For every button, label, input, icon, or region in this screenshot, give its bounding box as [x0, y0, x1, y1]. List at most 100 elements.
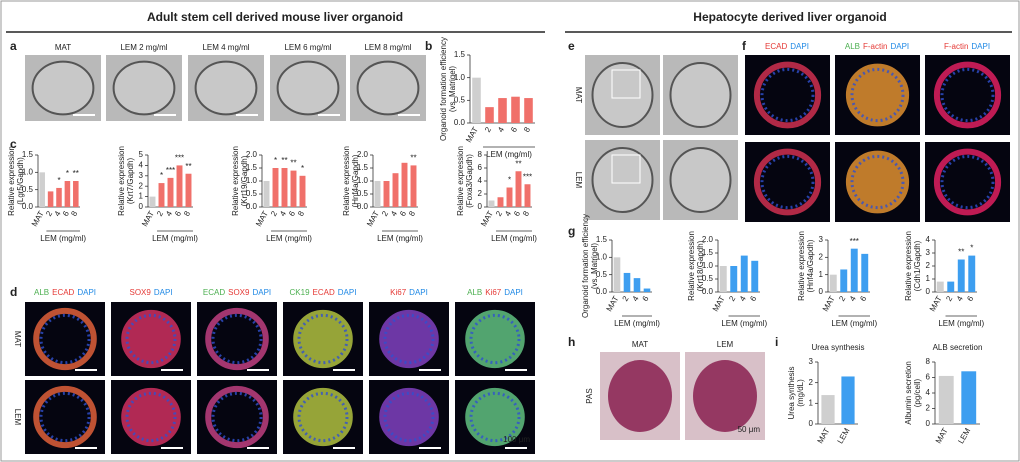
- stain-label: ALB ECAD DAPI: [34, 288, 96, 297]
- significance: **: [281, 156, 287, 165]
- x-tick-label: MAT: [928, 294, 944, 313]
- y-axis-label: (vs. Matrigel): [448, 66, 457, 113]
- organoid: [591, 147, 654, 213]
- x-axis-label: LEM (mg/ml): [491, 234, 537, 243]
- organoid: [276, 60, 340, 116]
- bar: [961, 371, 977, 424]
- stain-label: F-actin DAPI: [944, 42, 990, 51]
- y-tick-label: 0: [478, 202, 483, 211]
- y-tick-label: 1.0: [596, 252, 608, 261]
- bar: [947, 281, 955, 292]
- organoid: [293, 387, 353, 447]
- nuclei: [850, 154, 905, 210]
- x-tick-label: 2: [837, 294, 847, 303]
- x-tick-label: 6: [641, 294, 651, 303]
- x-tick-label: 8: [69, 209, 79, 218]
- nuclei: [125, 391, 177, 443]
- x-tick-label: 8: [407, 209, 417, 218]
- chart-title: Urea synthesis: [812, 343, 865, 352]
- bar: [158, 183, 165, 207]
- x-tick-label: 6: [287, 209, 297, 218]
- significance: *: [160, 171, 163, 180]
- bar: [498, 98, 507, 123]
- y-tick-label: 5: [139, 150, 144, 159]
- zoom-box: [611, 69, 641, 99]
- x-tick-label: LEM: [956, 426, 972, 445]
- bar: [485, 107, 494, 123]
- bar: [643, 288, 651, 292]
- y-tick-label: 2: [926, 261, 931, 270]
- bar: [511, 96, 520, 123]
- y-axis-label: Urea synthesis: [787, 367, 796, 420]
- stain-word: ECAD: [313, 288, 335, 297]
- x-tick-label: 4: [496, 125, 506, 134]
- y-tick-label: 1: [926, 274, 931, 283]
- stain-word: CK19: [290, 288, 311, 297]
- y-tick-label: 2: [926, 404, 931, 413]
- y-axis-label: (Krt7/Gapdh): [126, 158, 135, 205]
- y-tick-label: 2: [819, 252, 824, 261]
- x-tick-label: 2: [44, 209, 54, 218]
- image-caption: LEM 8 mg/ml: [364, 43, 411, 52]
- nuclei: [211, 391, 263, 443]
- y-tick-label: 0.5: [454, 95, 466, 104]
- x-tick-label: 8: [296, 209, 306, 218]
- x-tick-label: 2: [269, 209, 279, 218]
- header-left: Adult stem cell derived mouse liver orga…: [147, 10, 403, 24]
- x-tick-label: MAT: [605, 294, 621, 313]
- y-tick-label: 0: [139, 202, 144, 211]
- y-axis-label: Relative expression: [456, 146, 465, 216]
- y-tick-label: 0.5: [596, 270, 608, 279]
- x-tick-label: 4: [278, 209, 288, 218]
- organoid: [356, 60, 420, 116]
- stain-label: ECAD DAPI: [765, 42, 809, 51]
- nuclei: [383, 313, 435, 365]
- significance: **: [410, 154, 416, 163]
- row-label: MAT: [13, 331, 22, 347]
- bar: [299, 175, 306, 207]
- organoid: [121, 309, 181, 369]
- y-axis-label: Organoid formation efficiency: [581, 214, 590, 318]
- bar: [633, 278, 641, 292]
- y-axis-label: Relative expression: [7, 146, 16, 216]
- y-tick-label: 4: [926, 388, 931, 397]
- bar: [383, 181, 390, 207]
- x-tick-label: MAT: [711, 294, 727, 313]
- organoid: [845, 63, 910, 127]
- x-tick-label: 2: [621, 294, 631, 303]
- x-tick-label: MAT: [254, 209, 270, 228]
- stain-word: ECAD: [203, 288, 225, 297]
- y-axis-label: (pg/cell): [913, 378, 922, 407]
- stain-word: ECAD: [52, 288, 74, 297]
- y-tick-label: 2: [139, 181, 144, 190]
- image-caption: MAT: [55, 43, 71, 52]
- stain-label: CK19 ECAD DAPI: [290, 288, 357, 297]
- significance: **: [185, 162, 191, 171]
- y-tick-label: 0.5: [246, 189, 258, 198]
- bar: [374, 181, 381, 207]
- significance: *: [57, 176, 60, 185]
- x-tick-label: 6: [398, 209, 408, 218]
- x-tick-label: MAT: [365, 209, 381, 228]
- y-tick-label: 3: [926, 248, 931, 257]
- panel-label: e: [568, 39, 575, 53]
- bar: [719, 266, 727, 292]
- image-caption: LEM 4 mg/ml: [202, 43, 249, 52]
- bar: [410, 165, 417, 207]
- stain-word: DAPI: [338, 288, 357, 297]
- x-axis-label: LEM (mg/ml): [614, 319, 660, 328]
- y-axis-label: (Krt19/Gapdh): [240, 155, 249, 206]
- organoid: [669, 147, 732, 213]
- x-tick-label: 6: [61, 209, 71, 218]
- x-tick-label: MAT: [479, 209, 495, 228]
- y-tick-label: 0.0: [246, 202, 258, 211]
- nuclei: [469, 313, 521, 365]
- bar: [39, 172, 45, 207]
- significance: *: [508, 176, 511, 185]
- scale-text: 50 μm: [738, 425, 761, 434]
- y-tick-label: 0.5: [702, 274, 714, 283]
- y-tick-label: 6: [478, 163, 483, 172]
- bar: [968, 255, 976, 292]
- y-tick-label: 1.5: [454, 50, 466, 59]
